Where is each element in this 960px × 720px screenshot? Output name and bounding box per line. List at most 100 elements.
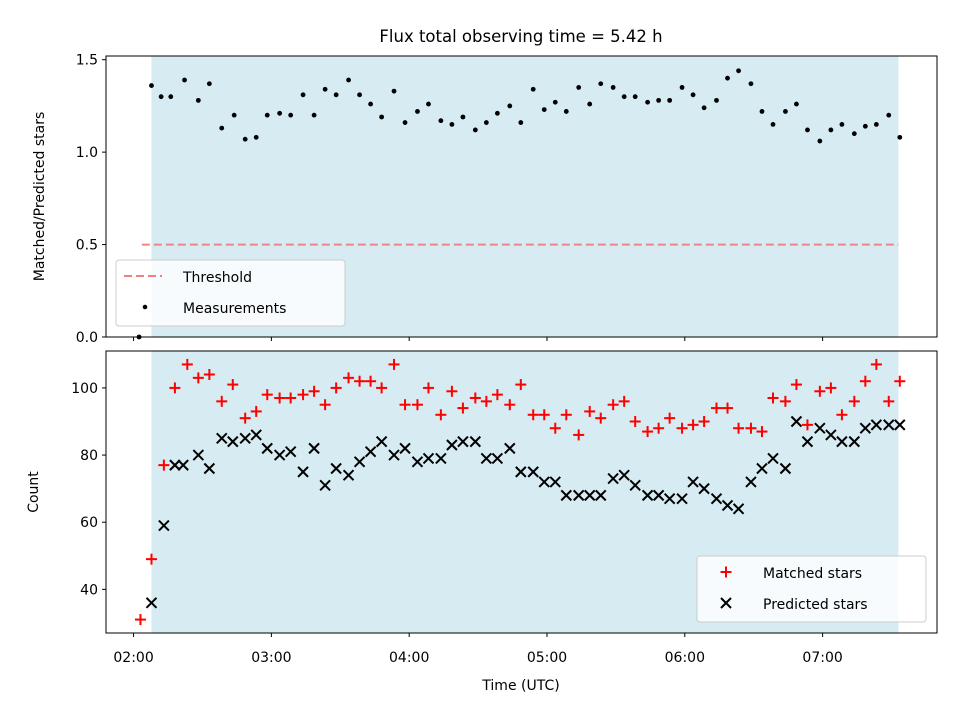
matched-star-point	[435, 409, 447, 421]
measurement-point	[206, 81, 212, 87]
measurement-point	[794, 101, 799, 107]
matched-star-point	[687, 419, 699, 431]
legend-matched-sample	[720, 566, 732, 578]
measurement-point	[621, 94, 627, 100]
matched-star-point	[618, 395, 630, 407]
measurement-point	[587, 101, 593, 107]
measurement-point	[817, 138, 823, 144]
predicted-star-point	[859, 422, 872, 434]
matched-star-point	[745, 422, 757, 434]
matched-star-point	[801, 419, 813, 431]
predicted-star-point	[745, 476, 757, 488]
matched-star-point	[504, 399, 516, 411]
measurement-point	[391, 88, 397, 94]
measurement-point	[851, 131, 857, 137]
measurement-point	[253, 134, 259, 140]
measurement-point	[322, 86, 328, 92]
bottom-axes-frame	[105, 350, 938, 634]
measurement-point	[862, 123, 868, 129]
matched-star-point	[814, 385, 826, 397]
predicted-star-point	[388, 449, 400, 461]
matched-star-point	[825, 382, 837, 394]
predicted-star-point	[297, 466, 309, 478]
measurement-point	[333, 92, 339, 98]
measurement-point	[828, 127, 834, 133]
matched-star-point	[549, 422, 561, 434]
matched-star-point	[642, 426, 654, 438]
measurement-point	[770, 122, 776, 127]
matched-star-point	[274, 392, 286, 404]
matched-star-point	[192, 372, 204, 384]
predicted-star-point	[836, 435, 848, 448]
measurement-point	[149, 83, 154, 88]
measurement-point	[598, 81, 604, 87]
predicted-star-point	[883, 419, 895, 431]
measurement-point	[379, 114, 385, 120]
measurement-point	[839, 122, 845, 127]
predicted-star-point	[538, 476, 550, 488]
matched-star-point	[388, 358, 400, 370]
measurement-point	[195, 97, 201, 103]
predicted-star-point	[491, 452, 504, 465]
predicted-star-point	[353, 456, 366, 468]
x-tick-label: 04:00	[389, 650, 429, 666]
legend-predicted-sample	[720, 597, 732, 609]
measurement-point	[563, 109, 569, 114]
matched-star-point	[469, 392, 481, 404]
predicted-star-point	[848, 435, 861, 448]
predicted-star-point	[177, 459, 189, 471]
matched-star-point	[261, 389, 273, 401]
predicted-star-point	[652, 489, 665, 502]
top-y-tick-label: 1.0	[76, 145, 98, 161]
measurement-point	[460, 114, 466, 120]
predicted-star-point	[825, 429, 837, 441]
top-y-axis-label: Matched/Predicted stars	[32, 112, 48, 282]
predicted-star-point	[375, 435, 388, 448]
measurement-point	[300, 92, 306, 98]
matched-star-point	[722, 402, 734, 414]
measurement-point	[701, 105, 707, 111]
legend-threshold-label: Threshold	[182, 270, 252, 286]
matched-star-point	[779, 395, 791, 407]
measurement-point	[168, 94, 174, 100]
measurement-point	[472, 127, 478, 133]
measurement-point	[656, 97, 662, 103]
predicted-star-point	[710, 493, 723, 505]
matched-star-point	[491, 389, 503, 401]
matched-star-point	[285, 392, 297, 404]
bottom-y-tick-label: 100	[71, 381, 98, 397]
matched-star-point	[250, 405, 262, 417]
matched-star-point	[560, 409, 572, 421]
predicted-star-point	[250, 429, 262, 441]
measurement-point	[748, 81, 754, 87]
predicted-star-point	[308, 442, 320, 455]
predicted-star-point	[330, 462, 342, 475]
matched-star-point	[664, 412, 676, 424]
measurement-point	[690, 92, 696, 98]
legend-measurements-label: Measurements	[183, 301, 286, 317]
x-tick-label: 06:00	[665, 650, 705, 666]
matched-star-point	[870, 358, 882, 370]
matched-star-point	[145, 553, 157, 565]
matched-star-point	[515, 379, 527, 391]
matched-star-point	[158, 459, 170, 471]
top-y-tick-label: 1.5	[76, 53, 98, 69]
measurement-point	[219, 125, 225, 131]
chart-title: Flux total observing time = 5.42 h	[379, 27, 662, 46]
predicted-star-point	[870, 419, 883, 431]
matched-star-point	[836, 409, 848, 421]
top-y-tick-label: 0.0	[76, 330, 98, 346]
predicted-star-point	[457, 435, 469, 448]
measurement-point	[886, 112, 892, 118]
matched-star-point	[629, 416, 641, 427]
matched-star-point	[848, 395, 860, 407]
measurement-point	[242, 136, 248, 142]
measurement-point	[357, 92, 362, 98]
matched-star-point	[216, 395, 228, 407]
x-tick-label: 03:00	[251, 650, 291, 666]
legend-matched-label: Matched stars	[763, 566, 862, 582]
legend-measurements-sample	[142, 304, 148, 310]
measurement-point	[264, 112, 270, 118]
